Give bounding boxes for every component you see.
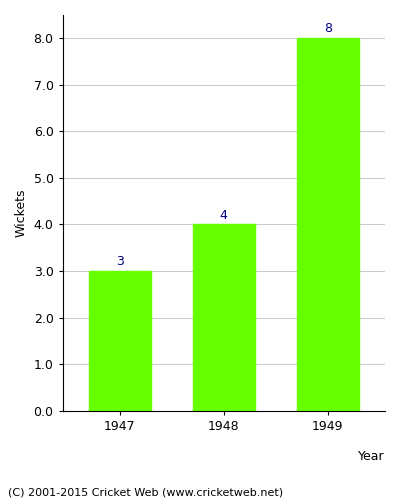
Text: 8: 8 [324, 22, 332, 36]
Bar [192, 224, 255, 410]
Bar [88, 271, 151, 410]
Text: 3: 3 [116, 255, 124, 268]
Text: 4: 4 [220, 208, 228, 222]
Text: Year: Year [358, 450, 385, 462]
Bar [296, 38, 359, 410]
Y-axis label: Wickets: Wickets [15, 188, 28, 237]
Text: (C) 2001-2015 Cricket Web (www.cricketweb.net): (C) 2001-2015 Cricket Web (www.cricketwe… [8, 488, 283, 498]
